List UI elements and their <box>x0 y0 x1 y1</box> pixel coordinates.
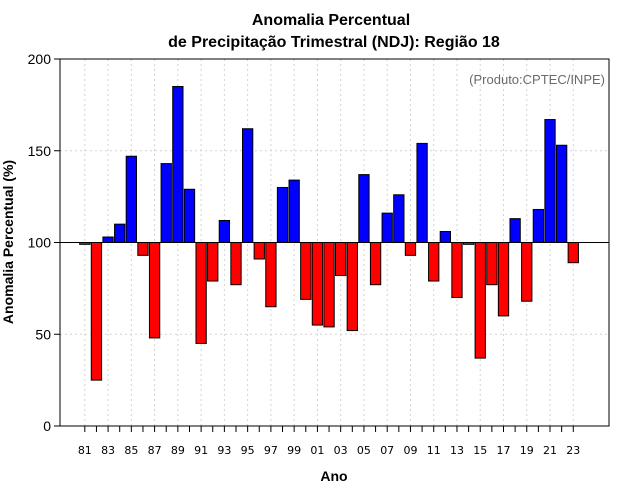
bar-10 <box>416 142 428 243</box>
x-tick-label: 93 <box>217 444 231 457</box>
bar-94 <box>230 242 242 286</box>
x-tick-label: 01 <box>310 444 324 457</box>
bar-08 <box>393 194 405 243</box>
bar-89 <box>172 86 184 243</box>
bar-98 <box>276 186 289 243</box>
y-axis: 0 50 100 150 200 <box>28 51 60 434</box>
bar-06 <box>369 242 382 286</box>
bar-99 <box>288 179 300 243</box>
bar-90 <box>183 188 196 243</box>
x-tick-label: 17 <box>496 444 510 457</box>
bar-19 <box>521 242 533 302</box>
bar-97 <box>265 242 277 308</box>
bar-92 <box>207 242 219 282</box>
x-tick-label: 07 <box>380 444 394 457</box>
grid-layer <box>60 59 609 426</box>
x-tick-label: 13 <box>450 444 464 457</box>
bar-04 <box>346 242 358 332</box>
bar-93 <box>218 219 231 243</box>
x-tick-label: 97 <box>264 444 278 457</box>
bar-21 <box>544 119 556 243</box>
bar-15 <box>474 242 486 359</box>
bar-87 <box>148 242 161 339</box>
x-tick-label: 99 <box>287 444 301 457</box>
y-tick-label: 0 <box>43 418 51 434</box>
x-tick-label: 85 <box>124 444 138 457</box>
x-tick-label: 87 <box>148 444 162 457</box>
bars-layer <box>79 86 579 381</box>
credit-annotation: (Produto:CPTEC/INPE) <box>469 72 605 87</box>
x-tick-label: 03 <box>334 444 348 457</box>
bar-20 <box>532 208 545 243</box>
y-tick-label: 200 <box>28 51 52 67</box>
y-axis-label: Anomalia Percentual (%) <box>0 160 16 324</box>
x-tick-label: 05 <box>357 444 371 457</box>
bar-13 <box>451 242 463 299</box>
chart-title: Anomalia Percentual <box>252 12 410 29</box>
bar-95 <box>241 128 254 243</box>
bar-91 <box>195 242 207 344</box>
chart-subtitle: de Precipitação Trimestral (NDJ): Região… <box>168 34 500 51</box>
y-tick-label: 150 <box>28 143 52 159</box>
bar-86 <box>137 242 149 256</box>
bar-85 <box>125 155 137 243</box>
x-tick-label: 19 <box>520 444 534 457</box>
x-tick-label: 09 <box>403 444 417 457</box>
x-tick-label: 91 <box>194 444 208 457</box>
bar-82 <box>90 242 103 381</box>
bar-88 <box>160 163 172 244</box>
x-tick-label: 23 <box>566 444 580 457</box>
x-tick-label: 95 <box>241 444 255 457</box>
bar-01 <box>311 242 324 326</box>
x-axis: 81 83 85 87 89 91 93 95 97 99 01 03 05 07 09 11 13 15 17 19… <box>78 426 580 457</box>
bar-07 <box>381 212 393 243</box>
bar-02 <box>323 242 335 328</box>
bar-05 <box>358 174 370 244</box>
bar-96 <box>253 242 265 260</box>
bar-18 <box>509 218 521 243</box>
x-tick-label: 11 <box>427 444 441 457</box>
bar-22 <box>556 144 568 243</box>
bar-11 <box>428 242 440 282</box>
x-tick-label: 83 <box>101 444 115 457</box>
x-tick-label: 89 <box>171 444 185 457</box>
bar-17 <box>497 242 510 317</box>
bar-16 <box>486 242 498 286</box>
bar-23 <box>567 242 579 264</box>
y-tick-label: 100 <box>28 235 52 251</box>
x-axis-label: Ano <box>320 468 347 484</box>
x-tick-label: 15 <box>473 444 487 457</box>
x-tick-label: 21 <box>543 444 557 457</box>
bar-83 <box>102 236 114 243</box>
bar-09 <box>404 242 417 256</box>
y-tick-label: 50 <box>35 326 51 342</box>
bar-00 <box>300 242 312 300</box>
bar-84 <box>114 223 126 243</box>
bar-12 <box>439 230 452 244</box>
bar-03 <box>335 242 347 277</box>
x-tick-label: 81 <box>78 444 92 457</box>
